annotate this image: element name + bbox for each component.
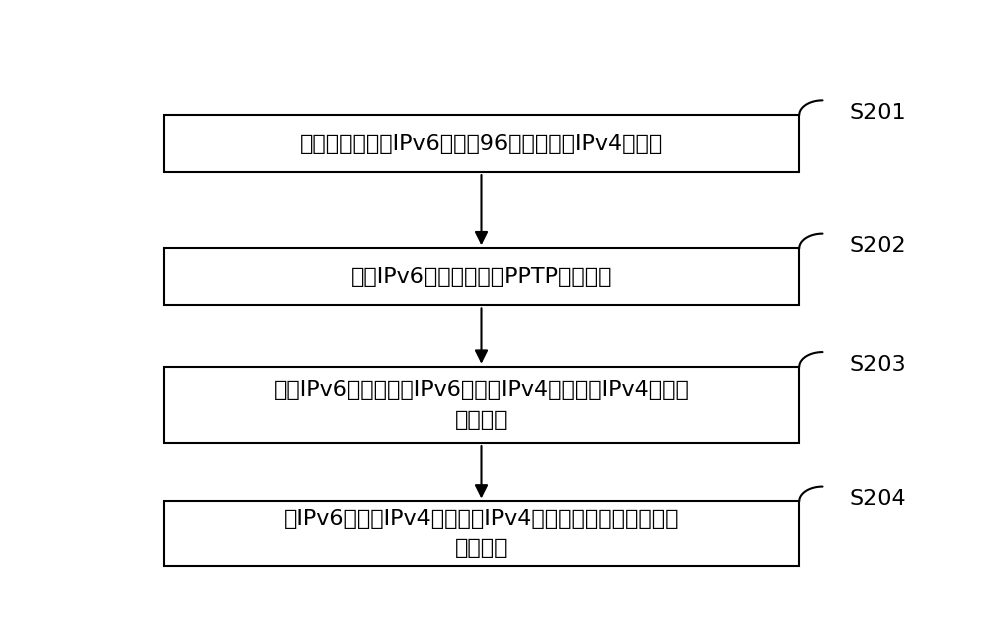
Bar — [164, 249, 799, 305]
Text: S203: S203 — [850, 354, 906, 374]
Text: S204: S204 — [850, 489, 906, 509]
Text: S201: S201 — [850, 103, 906, 123]
Text: 将IPv6地址与IPv4服务器的IPv4地址的映射关系作为会话
映射关系: 将IPv6地址与IPv4服务器的IPv4地址的映射关系作为会话 映射关系 — [284, 509, 679, 558]
Bar — [164, 367, 799, 444]
Text: 接收用户配置的IPv6地址的96位前缀段和IPv4地址池: 接收用户配置的IPv6地址的96位前缀段和IPv4地址池 — [300, 133, 663, 154]
Bar — [164, 501, 799, 565]
Text: 接收IPv6客户端发送的PPTP控制请求: 接收IPv6客户端发送的PPTP控制请求 — [351, 267, 612, 287]
Bar — [164, 115, 799, 172]
Text: S202: S202 — [850, 236, 906, 256]
Text: 建立IPv6请求报文的IPv6地址与IPv4服务器的IPv4地址的
映射关系: 建立IPv6请求报文的IPv6地址与IPv4服务器的IPv4地址的 映射关系 — [274, 380, 689, 430]
